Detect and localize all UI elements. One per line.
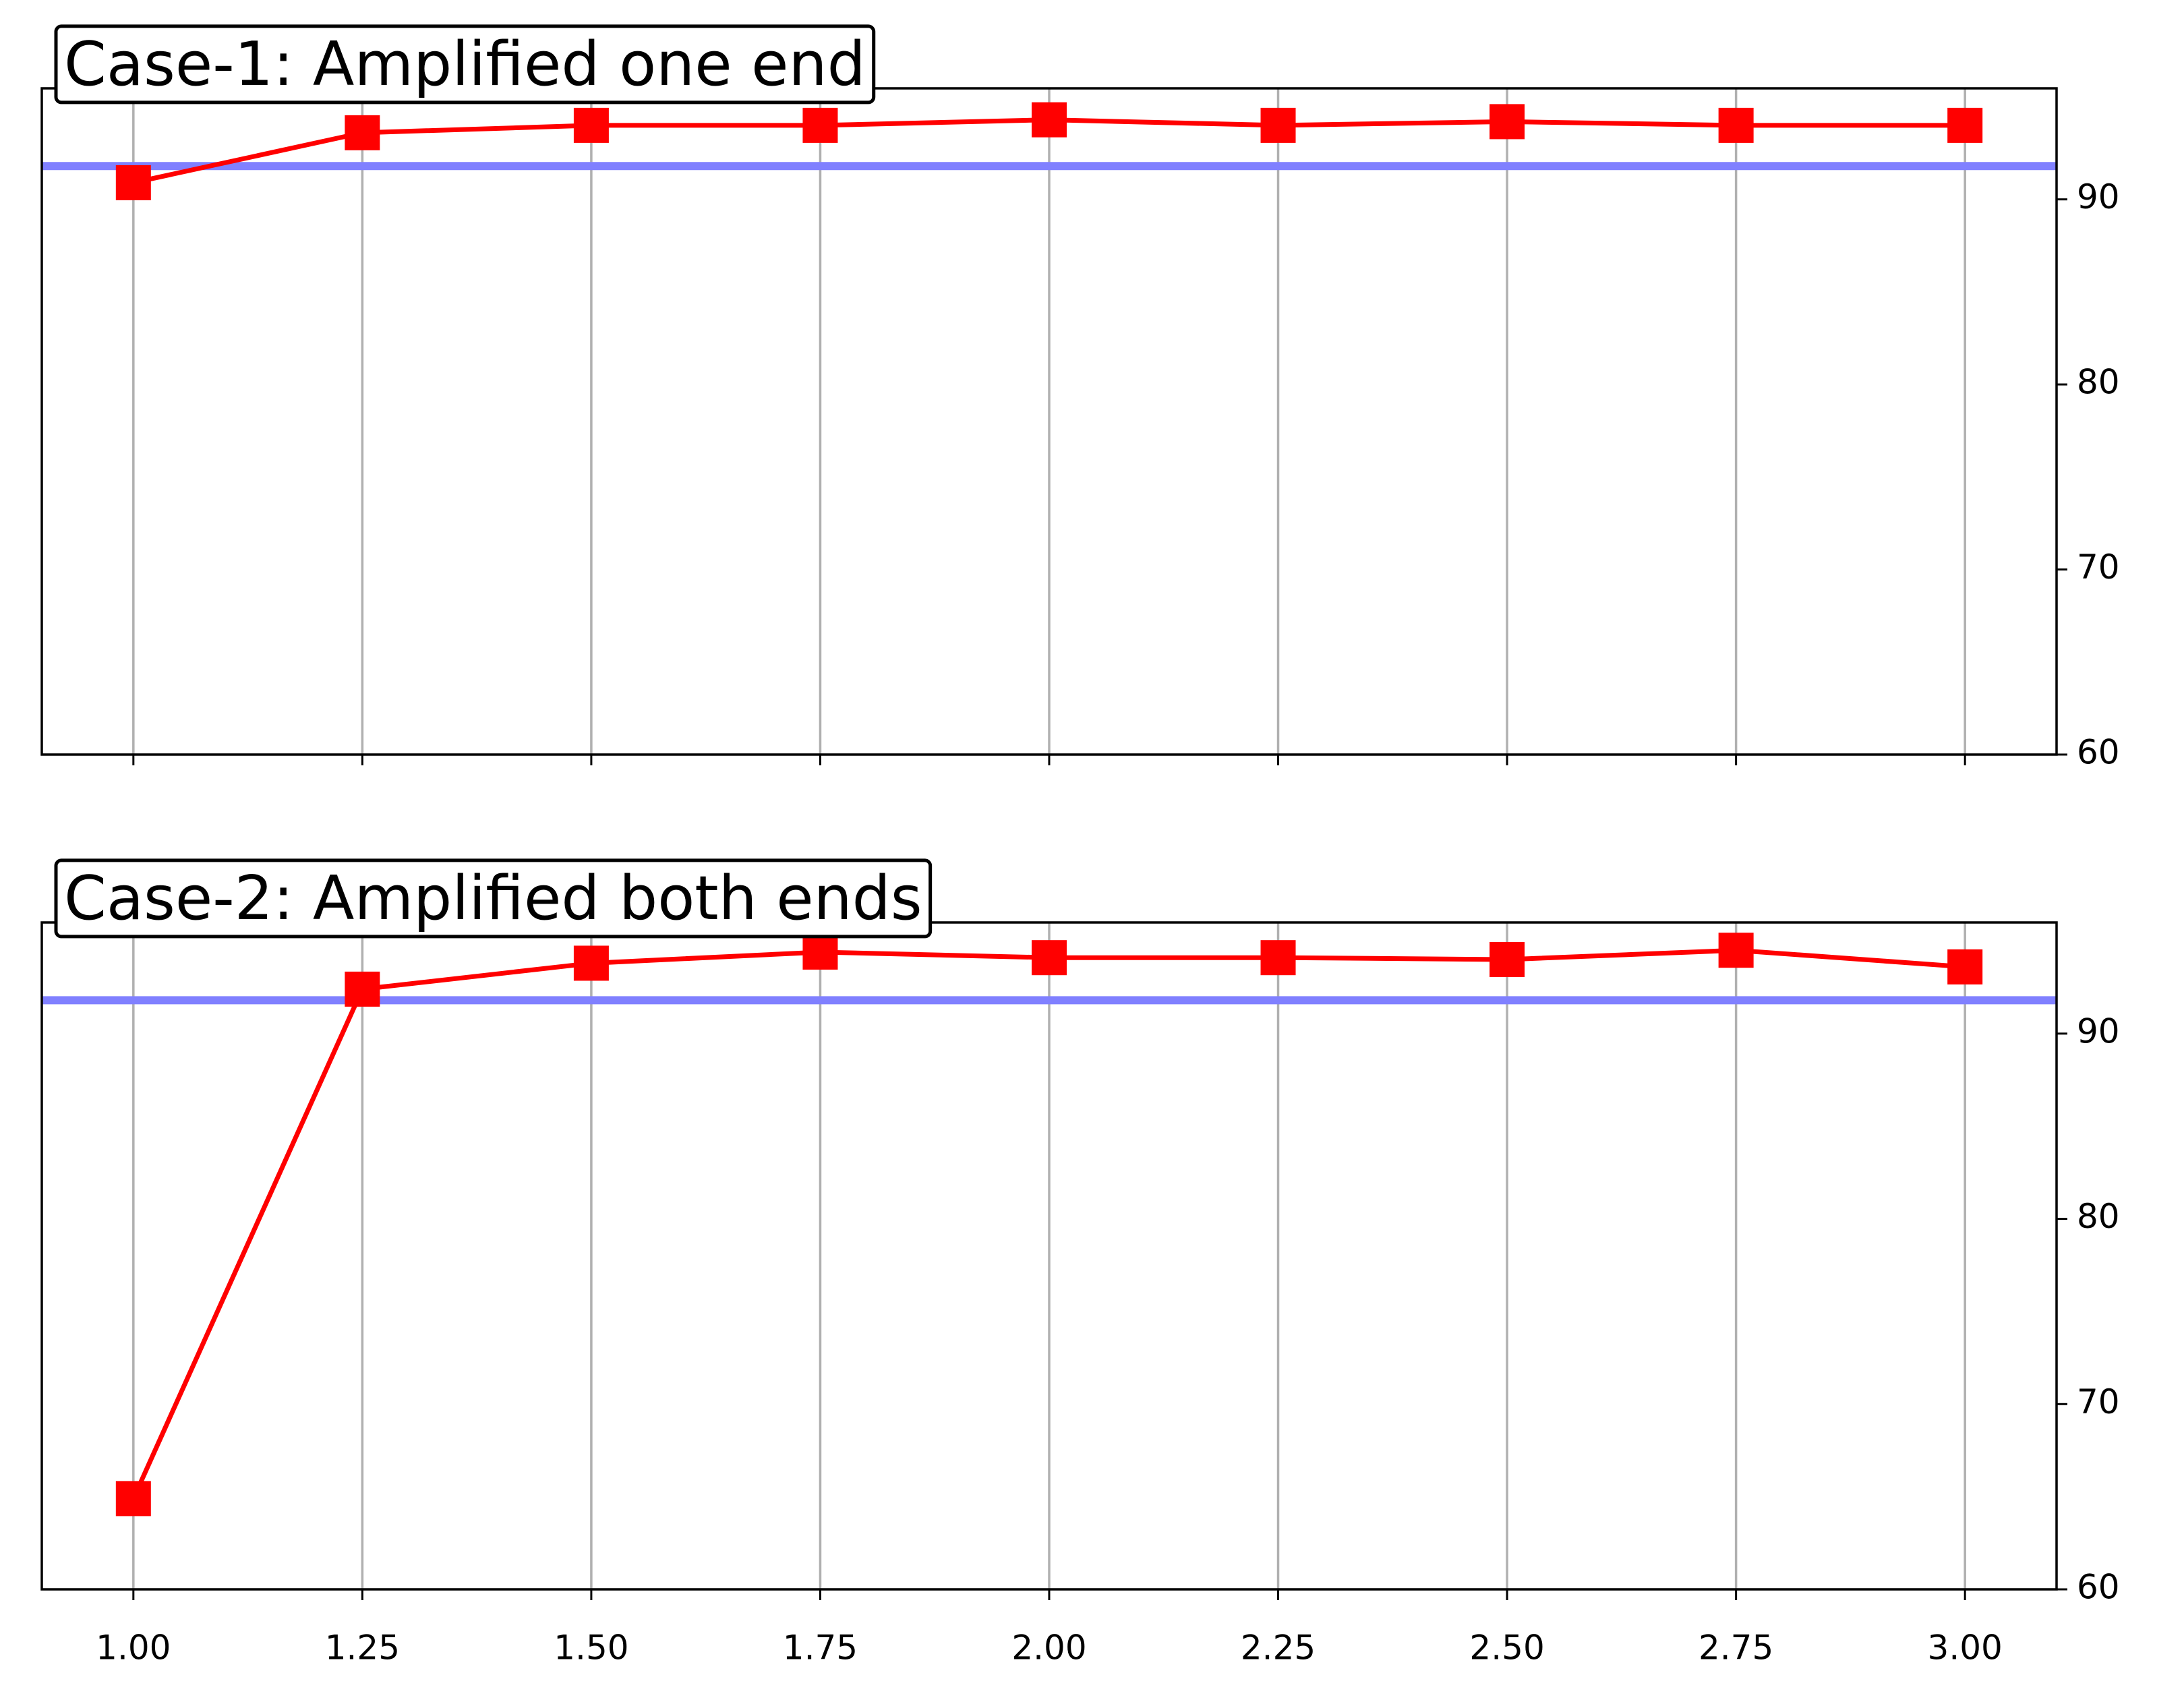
x-tick-label: 1.00	[96, 1628, 171, 1668]
marker	[1947, 949, 1983, 984]
marker	[345, 115, 380, 150]
marker	[1260, 940, 1296, 976]
marker	[115, 165, 151, 200]
y-tick-label: 60	[2077, 733, 2120, 772]
chart-title: Case-2: Amplified both ends	[64, 863, 922, 934]
x-tick-label: 2.75	[1699, 1628, 1773, 1668]
marker	[1489, 104, 1525, 140]
x-tick-label: 1.25	[325, 1628, 400, 1668]
title-box	[54, 858, 933, 939]
y-tick-label: 60	[2077, 1568, 2120, 1607]
marker	[1947, 107, 1983, 143]
y-tick-label: 80	[2077, 363, 2120, 402]
marker	[1489, 941, 1525, 977]
x-tick-label: 1.75	[783, 1628, 858, 1668]
marker	[345, 971, 380, 1007]
title-box	[54, 24, 876, 105]
axes-frame	[40, 921, 2058, 1591]
marker	[115, 1481, 151, 1517]
x-tick-label: 3.00	[1928, 1628, 2003, 1668]
marker	[802, 934, 838, 970]
x-tick-label: 2.50	[1469, 1628, 1544, 1668]
x-tick-label: 2.25	[1241, 1628, 1316, 1668]
y-tick-label: 70	[2077, 548, 2120, 587]
marker	[1032, 940, 1067, 976]
marker	[1718, 107, 1754, 143]
y-tick-label: 70	[2077, 1382, 2120, 1421]
marker	[1032, 102, 1067, 138]
x-tick-label: 2.00	[1011, 1628, 1086, 1668]
marker	[802, 107, 838, 143]
y-tick-label: 90	[2077, 1011, 2120, 1051]
marker	[573, 107, 609, 143]
y-tick-label: 80	[2077, 1197, 2120, 1236]
axes-frame	[40, 87, 2058, 756]
marker	[573, 945, 609, 981]
x-tick-label: 1.50	[554, 1628, 628, 1668]
marker	[1260, 107, 1296, 143]
y-tick-label: 90	[2077, 177, 2120, 216]
chart-title: Case-1: Amplified one end	[64, 29, 866, 100]
marker	[1718, 933, 1754, 968]
